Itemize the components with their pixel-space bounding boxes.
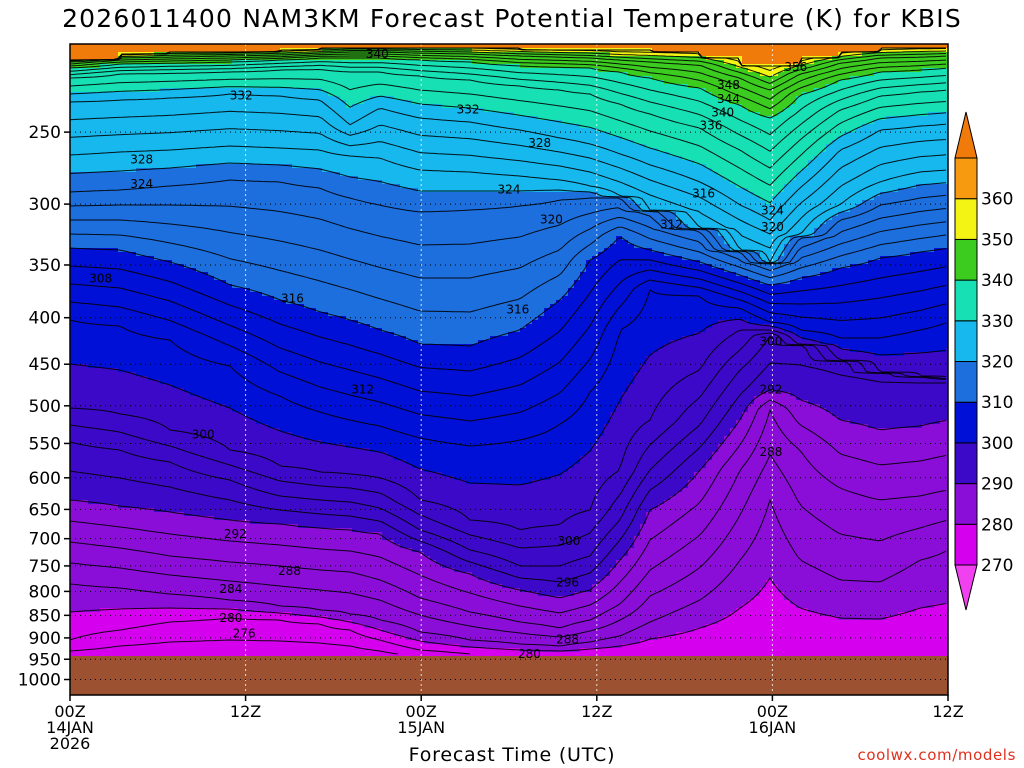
contour-label: 316 (506, 303, 529, 317)
contour-label: 324 (761, 204, 784, 218)
x-tick-label: 16JAN (749, 718, 797, 737)
contour-label: 320 (540, 213, 563, 227)
y-tick-label: 600 (29, 469, 61, 489)
theta-field (70, 44, 948, 657)
colorbar-swatch (954, 483, 978, 525)
y-tick-label: 900 (29, 629, 61, 649)
ground (70, 656, 948, 695)
contour-label: 300 (192, 428, 215, 442)
axes: 250 300 350 400 450 500 550 600 650 700 750 800 850 9… (18, 123, 964, 753)
y-tick-label: 350 (29, 256, 61, 276)
colorbar-swatch (954, 401, 978, 444)
colorbar-label: 340 (981, 271, 1013, 291)
contour-label: 300 (558, 534, 581, 548)
contour-label: 320 (761, 220, 784, 234)
contour-label: 312 (351, 383, 374, 397)
x-tick-label: 12Z (581, 702, 612, 721)
colorbar: 270 280 290 300 310 320 330 340 350 360 (954, 111, 1013, 611)
colorbar-swatch (954, 361, 978, 403)
colorbar-label: 360 (981, 190, 1013, 210)
y-tick-label: 400 (29, 309, 61, 329)
contour-label: 332 (457, 102, 480, 116)
contour-label: 324 (498, 182, 521, 196)
contour-label: 288 (278, 564, 301, 578)
colorbar-label: 320 (981, 353, 1013, 373)
contour-label: 340 (366, 47, 389, 61)
colorbar-swatch (954, 279, 978, 322)
credit-text: coolwx.com/models (857, 746, 1016, 764)
contour-label: 276 (233, 626, 256, 640)
contour-label: 324 (130, 177, 153, 191)
x-tick-label: 00Z (757, 702, 788, 721)
x-tick-label: 00Z (406, 702, 437, 721)
x-tick-label: 12Z (932, 702, 963, 721)
contour-label: 292 (759, 383, 782, 397)
colorbar-swatch (954, 442, 978, 485)
y-tick-label: 650 (29, 500, 61, 520)
colorbar-over (954, 111, 978, 159)
contour-label: 288 (556, 633, 579, 647)
y-tick-label: 800 (29, 582, 61, 602)
colorbar-label: 310 (981, 393, 1013, 413)
contour-label: 312 (660, 218, 683, 232)
y-tick-label: 750 (29, 557, 61, 577)
contour-label: 288 (759, 445, 782, 459)
contour-label: 328 (528, 136, 551, 150)
isentrope-lines (70, 47, 947, 655)
x-tick-label: 14JAN (46, 718, 94, 737)
y-tick-label: 250 (29, 123, 61, 143)
x-tick-label: 2026 (50, 734, 91, 753)
chart-title: 2026011400 NAM3KM Forecast Potential Tem… (62, 4, 962, 33)
contour-label: 284 (220, 582, 243, 596)
colorbar-swatch (954, 523, 978, 566)
contour-label: 332 (230, 89, 253, 103)
x-tick-label: 15JAN (397, 718, 445, 737)
contour-label: 280 (220, 611, 243, 625)
y-tick-label: 450 (29, 355, 61, 375)
contour-label: 292 (224, 527, 247, 541)
contour-label: 296 (556, 575, 579, 589)
colorbar-swatch (954, 198, 978, 240)
y-tick-label: 500 (29, 397, 61, 417)
contour-label: 316 (281, 291, 304, 305)
y-tick-label: 700 (29, 530, 61, 550)
colorbar-label: 270 (981, 556, 1013, 576)
y-tick-label: 850 (29, 606, 61, 626)
contour-label: 356 (784, 60, 807, 74)
colorbar-label: 350 (981, 230, 1013, 250)
contour-label: 308 (89, 271, 112, 285)
y-tick-label: 550 (29, 434, 61, 454)
plot-frame (69, 43, 949, 696)
colorbar-label: 290 (981, 475, 1013, 495)
contour-label: 280 (518, 647, 541, 661)
colorbar-label: 330 (981, 312, 1013, 332)
colorbar-label: 300 (981, 434, 1013, 454)
colorbar-swatch (954, 157, 978, 200)
x-axis-label: Forecast Time (UTC) (408, 744, 616, 766)
colorbar-swatch (954, 320, 978, 362)
plot-area (70, 44, 948, 695)
contour-label: 316 (692, 186, 715, 200)
colorbar-label: 280 (981, 515, 1013, 535)
contour-label: 328 (130, 153, 153, 167)
contour-label: 336 (699, 119, 722, 133)
contour-label: 348 (717, 78, 740, 92)
colorbar-swatch (954, 238, 978, 281)
y-tick-label: 300 (29, 195, 61, 215)
contour-label: 344 (717, 92, 740, 106)
grid-lines (70, 44, 948, 695)
colorbar-under (954, 564, 978, 611)
contour-label: 340 (711, 106, 734, 120)
contour-label: 300 (759, 335, 782, 349)
y-tick-label: 1000 (18, 671, 61, 691)
x-tick-label: 12Z (230, 702, 261, 721)
x-tick-label: 00Z (54, 702, 85, 721)
y-tick-label: 950 (29, 650, 61, 670)
